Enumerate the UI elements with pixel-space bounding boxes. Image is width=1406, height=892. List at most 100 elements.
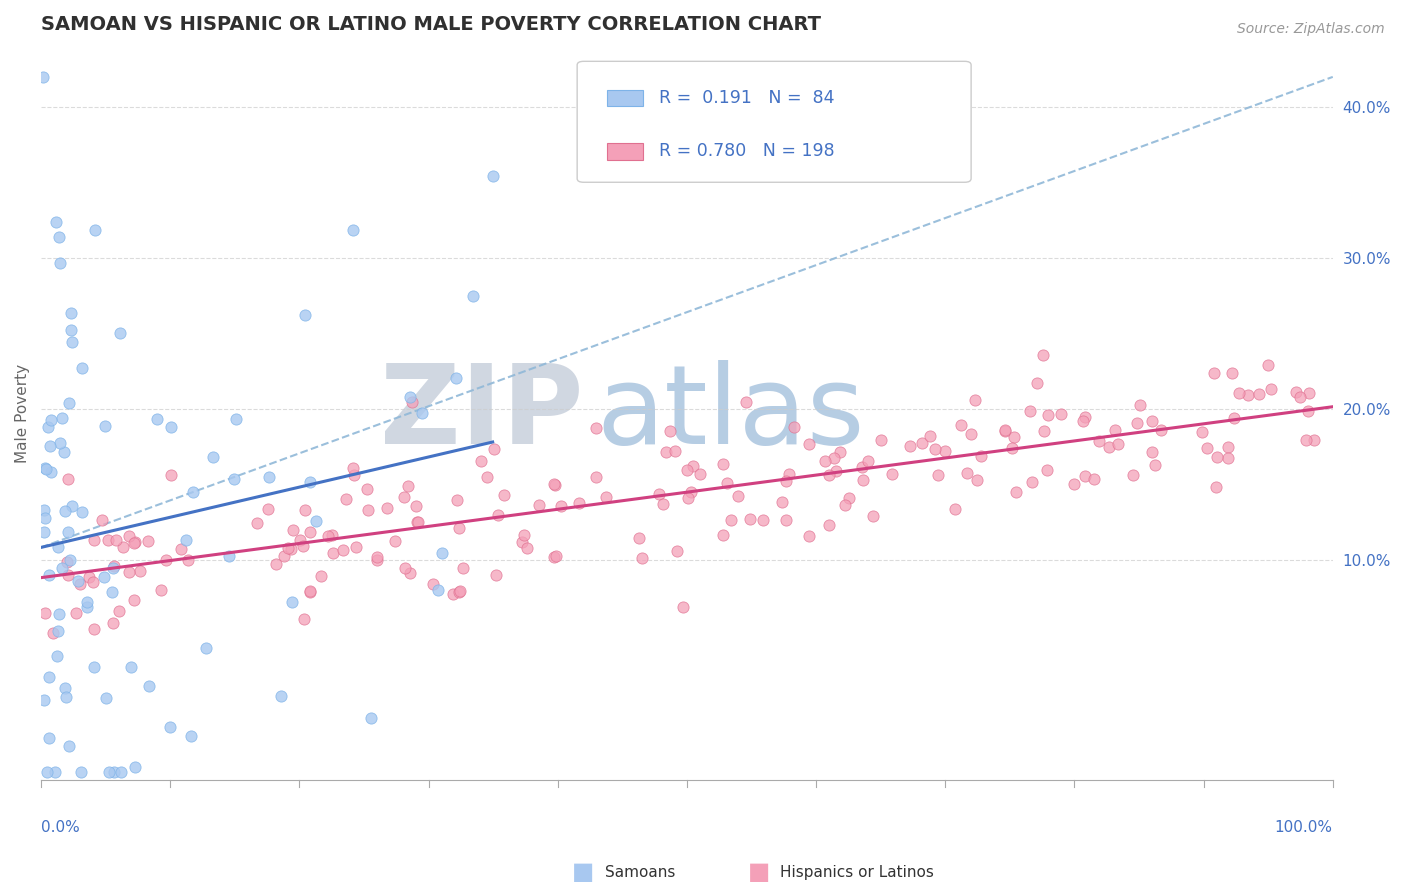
Point [118,529,141,543]
Point [630,551,652,566]
Point [399,566,422,581]
Point [1142,445,1164,459]
Point [1202,366,1225,380]
Point [288,533,311,547]
Point [1001,441,1024,455]
Point [91,513,114,527]
Point [298,475,321,490]
Text: ZIP: ZIP [380,359,583,467]
Point [49,256,72,270]
Point [1144,458,1167,472]
Point [799,529,821,543]
Point [299,584,322,599]
Point [110,765,132,780]
Point [366,553,388,567]
Point [69,577,91,591]
Point [652,497,675,511]
Point [281,523,304,537]
Point [273,549,295,563]
Point [1104,424,1126,438]
Point [494,488,516,502]
Point [120,660,142,674]
Point [1218,440,1240,454]
Point [150,582,173,597]
Text: R =  0.191   N =  84: R = 0.191 N = 84 [658,89,834,107]
Point [441,587,464,601]
Point [342,461,364,475]
Point [1063,477,1085,491]
Point [862,508,884,523]
Point [46,541,69,555]
Point [34,510,56,524]
Point [647,487,669,501]
Point [311,569,333,583]
Point [103,559,125,574]
Point [38,670,60,684]
Point [834,498,856,512]
Point [111,540,134,554]
Point [1074,410,1097,425]
Point [108,326,131,340]
Point [676,463,699,477]
Point [59,552,82,566]
Point [655,445,678,459]
Text: 100.0%: 100.0% [1275,820,1333,835]
Point [281,594,304,608]
Point [218,549,240,564]
Point [994,423,1017,437]
Point [510,534,533,549]
Point [96,533,118,548]
Text: Samoans: Samoans [605,865,675,880]
Point [449,585,471,599]
Point [332,542,354,557]
Point [950,418,973,433]
Point [1223,411,1246,425]
Point [1285,385,1308,400]
Point [103,765,125,780]
Point [1260,382,1282,396]
Point [342,223,364,237]
Point [225,412,247,426]
Point [32,503,55,517]
Point [664,443,686,458]
Point [65,607,87,621]
Point [797,437,820,451]
Point [1216,451,1239,466]
Point [814,454,837,468]
Point [856,454,879,468]
Point [770,495,793,509]
Point [666,544,689,558]
Bar [607,90,643,106]
Point [180,729,202,743]
Point [194,640,217,655]
Point [181,484,204,499]
Point [934,443,956,458]
Point [516,541,538,555]
Point [449,521,471,535]
Point [738,511,761,525]
Point [322,545,344,559]
Point [76,600,98,615]
Point [101,561,124,575]
Point [155,553,177,567]
Point [224,472,246,486]
Point [159,719,181,733]
Point [93,570,115,584]
Point [1036,462,1059,476]
Point [34,606,56,620]
Point [335,491,357,506]
Point [1227,386,1250,401]
Point [1002,430,1025,444]
Point [550,500,572,514]
Point [924,442,946,457]
Point [122,536,145,550]
Point [60,335,83,350]
Point [1071,414,1094,428]
Point [48,607,70,622]
Point [485,568,508,582]
Point [94,691,117,706]
Text: ■: ■ [748,861,770,884]
Point [1289,390,1312,404]
Point [298,524,321,539]
Point [585,469,607,483]
